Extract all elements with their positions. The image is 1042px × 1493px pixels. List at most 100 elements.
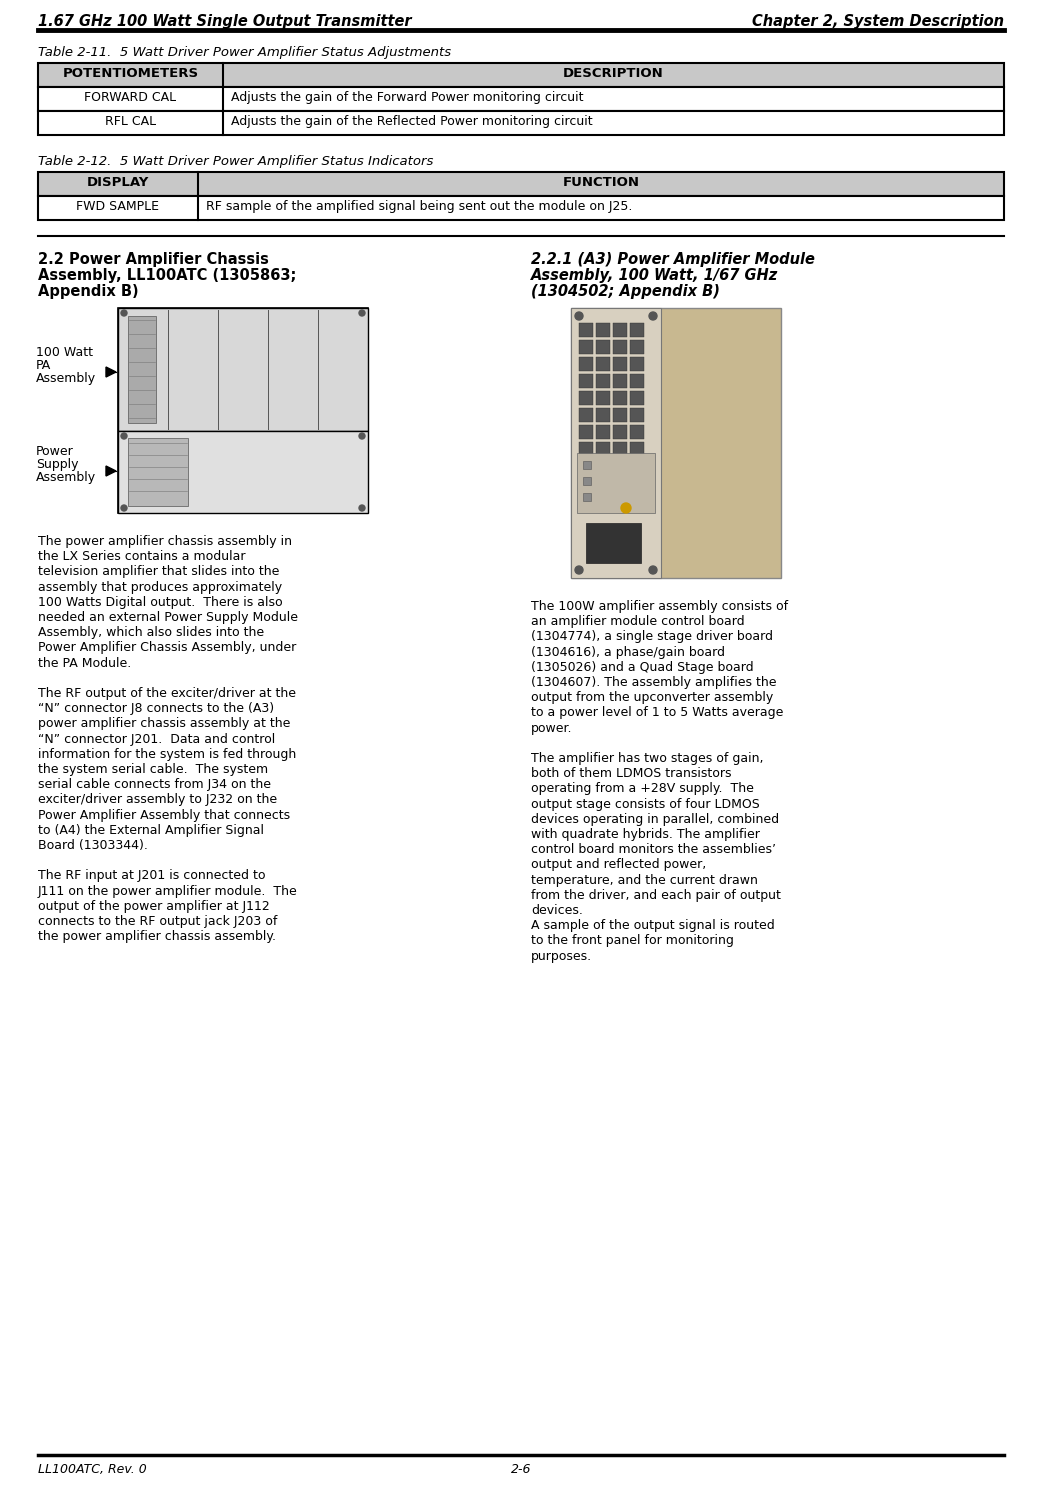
Text: output and reflected power,: output and reflected power,: [531, 858, 706, 872]
Bar: [579, 426, 593, 439]
Bar: [38, 196, 1004, 219]
Text: devices operating in parallel, combined: devices operating in parallel, combined: [531, 812, 779, 826]
Bar: [613, 391, 627, 405]
Bar: [630, 357, 644, 370]
Text: power.: power.: [531, 721, 572, 735]
Bar: [577, 452, 655, 514]
Text: with quadrate hybrids. The amplifier: with quadrate hybrids. The amplifier: [531, 829, 760, 841]
Circle shape: [649, 312, 658, 320]
Circle shape: [575, 312, 584, 320]
Bar: [630, 375, 644, 388]
Text: Power: Power: [36, 445, 74, 458]
Bar: [38, 87, 1004, 110]
Text: television amplifier that slides into the: television amplifier that slides into th…: [38, 566, 279, 578]
Text: “N” connector J201.  Data and control: “N” connector J201. Data and control: [38, 733, 275, 745]
Text: the system serial cable.  The system: the system serial cable. The system: [38, 763, 268, 776]
Text: from the driver, and each pair of output: from the driver, and each pair of output: [531, 888, 780, 902]
Bar: [584, 493, 591, 502]
Bar: [579, 375, 593, 388]
Text: Adjusts the gain of the Forward Power monitoring circuit: Adjusts the gain of the Forward Power mo…: [231, 91, 584, 105]
Text: A sample of the output signal is routed: A sample of the output signal is routed: [531, 920, 775, 932]
Circle shape: [359, 433, 365, 439]
Bar: [630, 340, 644, 354]
Text: FUNCTION: FUNCTION: [563, 176, 640, 190]
Text: J111 on the power amplifier module.  The: J111 on the power amplifier module. The: [38, 884, 298, 897]
Bar: [571, 308, 782, 578]
Text: (1305026) and a Quad Stage board: (1305026) and a Quad Stage board: [531, 661, 753, 673]
Bar: [596, 340, 610, 354]
Text: serial cable connects from J34 on the: serial cable connects from J34 on the: [38, 778, 271, 791]
Text: control board monitors the assemblies’: control board monitors the assemblies’: [531, 844, 776, 855]
Text: Assembly, which also slides into the: Assembly, which also slides into the: [38, 626, 264, 639]
Circle shape: [359, 311, 365, 317]
Bar: [613, 322, 627, 337]
Text: Adjusts the gain of the Reflected Power monitoring circuit: Adjusts the gain of the Reflected Power …: [231, 115, 593, 128]
Text: 2.2 Power Amplifier Chassis: 2.2 Power Amplifier Chassis: [38, 252, 269, 267]
Text: power amplifier chassis assembly at the: power amplifier chassis assembly at the: [38, 718, 291, 730]
Text: both of them LDMOS transistors: both of them LDMOS transistors: [531, 767, 731, 781]
Bar: [630, 391, 644, 405]
Text: the LX Series contains a modular: the LX Series contains a modular: [38, 551, 246, 563]
Bar: [630, 322, 644, 337]
Circle shape: [649, 566, 658, 573]
Bar: [38, 110, 1004, 134]
Bar: [596, 426, 610, 439]
Bar: [571, 308, 661, 578]
Bar: [118, 308, 368, 431]
Text: The RF output of the exciter/driver at the: The RF output of the exciter/driver at t…: [38, 687, 296, 700]
Bar: [579, 357, 593, 370]
Text: RF sample of the amplified signal being sent out the module on J25.: RF sample of the amplified signal being …: [206, 200, 632, 213]
Text: POTENTIOMETERS: POTENTIOMETERS: [63, 67, 199, 81]
Text: LL100ATC, Rev. 0: LL100ATC, Rev. 0: [38, 1463, 147, 1477]
Text: needed an external Power Supply Module: needed an external Power Supply Module: [38, 611, 298, 624]
Bar: [613, 357, 627, 370]
Circle shape: [621, 503, 631, 514]
Text: Table 2-11.  5 Watt Driver Power Amplifier Status Adjustments: Table 2-11. 5 Watt Driver Power Amplifie…: [38, 46, 451, 60]
Text: Power Amplifier Assembly that connects: Power Amplifier Assembly that connects: [38, 809, 290, 821]
Text: FWD SAMPLE: FWD SAMPLE: [76, 200, 159, 213]
Bar: [596, 357, 610, 370]
Bar: [584, 461, 591, 469]
Text: the power amplifier chassis assembly.: the power amplifier chassis assembly.: [38, 930, 276, 944]
Text: connects to the RF output jack J203 of: connects to the RF output jack J203 of: [38, 915, 277, 929]
Text: The 100W amplifier assembly consists of: The 100W amplifier assembly consists of: [531, 600, 788, 614]
Bar: [586, 523, 641, 563]
Text: output stage consists of four LDMOS: output stage consists of four LDMOS: [531, 797, 760, 811]
Bar: [118, 431, 368, 514]
Text: The amplifier has two stages of gain,: The amplifier has two stages of gain,: [531, 752, 764, 764]
Circle shape: [121, 433, 127, 439]
Text: (1304607). The assembly amplifies the: (1304607). The assembly amplifies the: [531, 676, 776, 688]
Text: The RF input at J201 is connected to: The RF input at J201 is connected to: [38, 869, 266, 882]
Text: temperature, and the current drawn: temperature, and the current drawn: [531, 873, 758, 887]
Bar: [596, 322, 610, 337]
Text: Assembly: Assembly: [36, 470, 96, 484]
Text: Assembly, LL100ATC (1305863;: Assembly, LL100ATC (1305863;: [38, 269, 296, 284]
Bar: [579, 340, 593, 354]
Bar: [118, 308, 368, 514]
Bar: [613, 375, 627, 388]
Text: “N” connector J8 connects to the (A3): “N” connector J8 connects to the (A3): [38, 702, 274, 715]
Text: output from the upconverter assembly: output from the upconverter assembly: [531, 691, 773, 705]
Bar: [38, 63, 1004, 87]
Bar: [38, 172, 1004, 196]
Text: to a power level of 1 to 5 Watts average: to a power level of 1 to 5 Watts average: [531, 706, 784, 720]
Text: an amplifier module control board: an amplifier module control board: [531, 615, 745, 629]
Text: Assembly, 100 Watt, 1/67 GHz: Assembly, 100 Watt, 1/67 GHz: [531, 269, 778, 284]
Bar: [630, 408, 644, 423]
Text: 100 Watts Digital output.  There is also: 100 Watts Digital output. There is also: [38, 596, 282, 609]
Text: Chapter 2, System Description: Chapter 2, System Description: [752, 13, 1004, 28]
Bar: [596, 408, 610, 423]
Text: 1.67 GHz 100 Watt Single Output Transmitter: 1.67 GHz 100 Watt Single Output Transmit…: [38, 13, 412, 28]
Text: information for the system is fed through: information for the system is fed throug…: [38, 748, 296, 761]
Text: Appendix B): Appendix B): [38, 284, 139, 299]
Polygon shape: [106, 367, 116, 378]
Text: Assembly: Assembly: [36, 372, 96, 385]
Bar: [584, 476, 591, 485]
Bar: [128, 317, 156, 423]
Bar: [613, 426, 627, 439]
Text: Table 2-12.  5 Watt Driver Power Amplifier Status Indicators: Table 2-12. 5 Watt Driver Power Amplifie…: [38, 155, 433, 169]
Circle shape: [575, 566, 584, 573]
Bar: [613, 442, 627, 455]
Bar: [579, 408, 593, 423]
Text: Power Amplifier Chassis Assembly, under: Power Amplifier Chassis Assembly, under: [38, 642, 296, 654]
